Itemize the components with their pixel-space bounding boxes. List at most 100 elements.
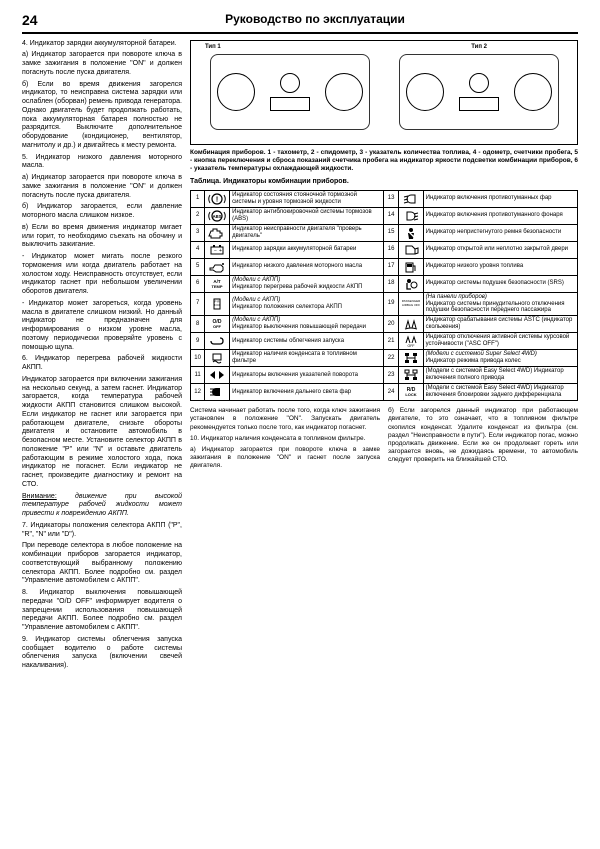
indicator-number: 17	[384, 258, 398, 275]
indicator-description: Индикатор включения противотуманных фар	[423, 190, 577, 207]
dial-icon	[469, 73, 489, 93]
airbag-icon	[398, 275, 423, 292]
table-row: 4−+Индикатор зарядки аккумуляторной бата…	[191, 241, 578, 258]
indicator-description: Индикатор наличия конденсата в топливном…	[230, 350, 384, 367]
indicator-description: Индикатор антиблокировочной системы торм…	[230, 207, 384, 224]
body-paragraph: Индикатор загорается при включении зажиг…	[22, 376, 182, 490]
table-row: 5 Индикатор низкого давления моторного ма…	[191, 258, 578, 275]
bottom-text: Система начинает работать после того, ко…	[190, 407, 578, 473]
indicator-number: 16	[384, 241, 398, 258]
indicator-number: 12	[191, 384, 205, 401]
indicator-description: Индикатор срабатывания системы ASTC (инд…	[423, 316, 577, 333]
astc-icon	[398, 316, 423, 333]
cluster-type2	[399, 54, 559, 130]
body-paragraph: в) Если во время движения индикатор мига…	[22, 224, 182, 250]
indicator-number: 10	[191, 350, 205, 367]
indicator-description: (Модели с системой Easy Select 4WD) Инди…	[423, 384, 577, 401]
indicator-number: 15	[384, 224, 398, 241]
indicators-table: 1!Индикатор состояния стояночной тормозн…	[190, 190, 578, 402]
lcd-icon	[270, 97, 310, 111]
battery-icon: −+	[205, 241, 230, 258]
body-paragraph: 9. Индикатор системы облегчения запуска …	[22, 636, 182, 671]
indicator-number: 21	[384, 333, 398, 350]
svg-text:OFF: OFF	[213, 324, 222, 329]
table-row: 3Индикатор неисправности двигателя "пров…	[191, 224, 578, 241]
cluster-diagram: Тип 1 Тип 2	[190, 40, 578, 145]
glow-icon	[205, 333, 230, 350]
dial-icon	[217, 73, 255, 111]
svg-text:ABS: ABS	[213, 214, 222, 219]
left-column: 4. Индикатор зарядки аккумуляторной бата…	[22, 40, 182, 674]
body-paragraph: а) Индикатор загорается при повороте клю…	[190, 446, 380, 470]
bottom-col-2: б) Если загорелся данный индикатор при р…	[388, 407, 578, 473]
indicator-number: 7	[191, 292, 205, 316]
fuel-icon	[398, 258, 423, 275]
oil-icon	[205, 258, 230, 275]
body-paragraph: 4. Индикатор зарядки аккумуляторной бата…	[22, 40, 182, 49]
body-paragraph: - Индикатор может загореться, когда уров…	[22, 300, 182, 353]
table-row: 7P RN D(Модели с АКПП)Индикатор положени…	[191, 292, 578, 316]
body-paragraph: б) Индикатор загорается, если давление м…	[22, 203, 182, 221]
abs-icon: ABS	[205, 207, 230, 224]
seatbelt-icon	[398, 224, 423, 241]
indicator-number: 18	[384, 275, 398, 292]
indicator-description: Индикатор системы подушек безопасности (…	[423, 275, 577, 292]
indicator-number: 5	[191, 258, 205, 275]
table-row: 1!Индикатор состояния стояночной тормозн…	[191, 190, 578, 207]
table-row: 6A/TTEMP(Модели с АКПП)Индикатор перегре…	[191, 275, 578, 292]
right-column: Тип 1 Тип 2 Комбинация приборов. 1 - тах…	[190, 40, 578, 674]
indicator-description: Индикатор неисправности двигателя "прове…	[230, 224, 384, 241]
indicator-number: 11	[191, 367, 205, 384]
body-paragraph: 10. Индикатор наличия конденсата в топли…	[190, 435, 380, 443]
svg-text:TEMP: TEMP	[212, 284, 223, 289]
indicator-number: 2	[191, 207, 205, 224]
table-row: 11Индикаторы включения указателей поворо…	[191, 367, 578, 384]
indicator-description: Индикатор низкого давления моторного мас…	[230, 258, 384, 275]
engine-icon	[205, 224, 230, 241]
diagram-caption: Комбинация приборов. 1 - тахометр, 2 - с…	[190, 149, 578, 173]
indicator-description: Индикатор включения дальнего света фар	[230, 384, 384, 401]
body-paragraph: б) Если во время движения загорелся инди…	[22, 81, 182, 151]
indicator-number: 20	[384, 316, 398, 333]
od-off-icon: O/DOFF	[205, 316, 230, 333]
body-paragraph: а) Индикатор загорается при повороте клю…	[22, 51, 182, 77]
indicator-description: Индикатор включения противотуманного фон…	[423, 207, 577, 224]
table-row: 8O/DOFF(Модели с АКПП)Индикатор выключен…	[191, 316, 578, 333]
indicator-number: 24	[384, 384, 398, 401]
indicator-number: 8	[191, 316, 205, 333]
high-beam-icon	[205, 384, 230, 401]
body-paragraph: а) Индикатор загорается при повороте клю…	[22, 174, 182, 200]
table-row: 12 Индикатор включения дальнего света фар…	[191, 384, 578, 401]
indicator-description: Индикатор непристегнутого ремня безопасн…	[423, 224, 577, 241]
indicator-number: 1	[191, 190, 205, 207]
svg-text:−: −	[214, 248, 217, 254]
body-paragraph: 7. Индикаторы положения селектора АКПП (…	[22, 522, 182, 540]
main-content: 4. Индикатор зарядки аккумуляторной бата…	[22, 40, 578, 674]
table-row: 10 Индикатор наличия конденсата в топливн…	[191, 350, 578, 367]
indicator-description: Индикатор системы облегчения запуска	[230, 333, 384, 350]
body-paragraph: Внимание: движение при высокой температу…	[22, 493, 182, 519]
svg-text:+: +	[219, 248, 222, 254]
dial-icon	[325, 73, 363, 111]
passenger-airbag-icon: PASSENGERAIRBAG OFF	[398, 292, 423, 316]
dial-icon	[406, 73, 444, 111]
svg-text:AIRBAG OFF: AIRBAG OFF	[402, 303, 420, 307]
type1-label: Тип 1	[205, 44, 221, 52]
asc-off-icon: OFF	[398, 333, 423, 350]
cluster-type1	[210, 54, 370, 130]
body-paragraph: - Индикатор может мигать после резкого т…	[22, 253, 182, 297]
table-row: 2 ABS Индикатор антиблокировочной системы …	[191, 207, 578, 224]
indicator-number: 6	[191, 275, 205, 292]
indicator-description: Индикатор открытой или неплотно закрытой…	[423, 241, 577, 258]
selector-icon: P RN D	[205, 292, 230, 316]
body-paragraph: Система начинает работать после того, ко…	[190, 407, 380, 431]
dial-icon	[514, 73, 552, 111]
body-paragraph: 6. Индикатор перегрева рабочей жидкости …	[22, 355, 182, 373]
svg-text:N D: N D	[215, 303, 221, 307]
indicator-number: 4	[191, 241, 205, 258]
indicator-description: (Модели с АКПП)Индикатор положения селек…	[230, 292, 384, 316]
indicator-number: 14	[384, 207, 398, 224]
page-number: 24	[22, 12, 52, 30]
indicator-description: (Модели с АКПП)Индикатор выключения повы…	[230, 316, 384, 333]
brake-icon: !	[205, 190, 230, 207]
